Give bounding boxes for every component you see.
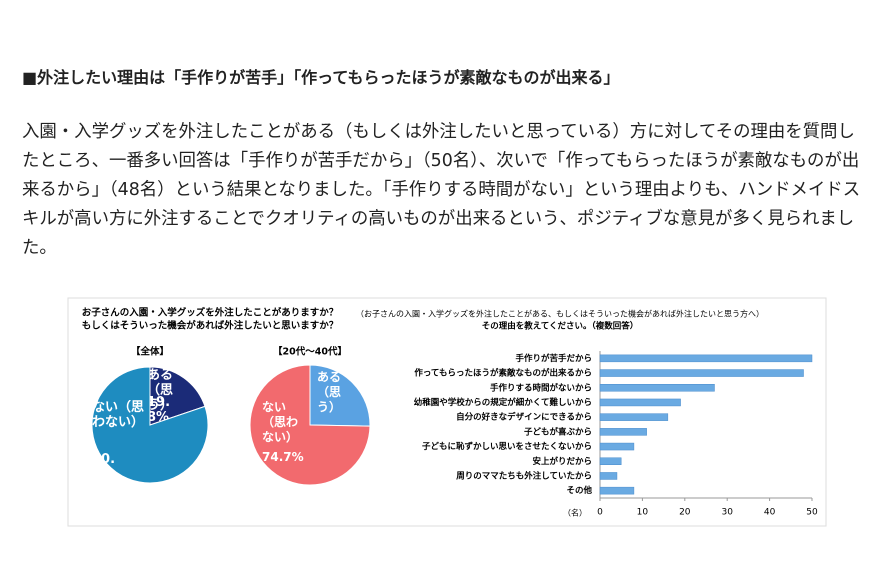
slice-value: 80.2% — [92, 452, 116, 482]
category-label: 周りのママたちも外注していたから — [456, 470, 592, 481]
bar — [599, 428, 647, 436]
bar — [599, 413, 669, 421]
pie-slice — [249, 364, 371, 486]
slice-label-box: ない（思わない） — [92, 400, 144, 430]
pie-slice — [149, 366, 206, 426]
slice-label: ない（思わない） — [262, 400, 299, 444]
slice-label-box: ある（思う） — [317, 370, 342, 414]
slice-value-box: 74.7% — [262, 450, 304, 464]
bar — [599, 457, 622, 465]
slice-value-box: 80.2% — [92, 452, 116, 482]
category-label: 安上がりだから — [532, 456, 592, 467]
pie-title: 【全体】 — [131, 346, 169, 358]
x-tick-label: 10 — [637, 508, 649, 518]
category-label: その他 — [566, 485, 592, 496]
bar — [599, 384, 715, 392]
x-tick-label: 40 — [764, 508, 776, 518]
pie-title: 【20代〜40代】 — [273, 346, 347, 358]
x-tick-label: 30 — [721, 508, 733, 518]
slice-value: 74.7% — [262, 450, 304, 464]
pie-slice — [309, 364, 371, 427]
bar — [599, 486, 635, 495]
figure-title: お子さんの入園・入学グッズを外注したことがありますか？ — [82, 307, 339, 319]
slice-label: ある（思う） — [147, 368, 174, 413]
category-label: 作ってもらったほうが素敵なものが出来るから — [414, 368, 592, 379]
slice-label: ある（思う） — [317, 370, 342, 414]
bar — [599, 354, 813, 363]
bar — [599, 442, 635, 451]
pie-slice — [91, 366, 209, 484]
x-tick-label: 50 — [806, 508, 818, 518]
heading: ■外注したい理由は「手作りが苦手」「作ってもらったほうが素敵なものが出来る」 — [22, 68, 620, 87]
slice-label-box: ない（思わない） — [262, 400, 299, 444]
x-tick-label: 0 — [597, 508, 603, 518]
category-label: 子どもが喜ぶから — [524, 426, 592, 437]
category-label: 手作りする時間がないから — [490, 382, 592, 393]
x-tick-label: 20 — [679, 508, 691, 518]
chart-title: （お子さんの入園・入学グッズを外注したことがある、もしくはそういった機会があれば… — [356, 309, 764, 319]
figure-title: もしくはそういった機会があれば外注したいと思いますか？ — [82, 320, 339, 332]
slice-label: ない（思わない） — [92, 400, 144, 430]
unit-label: （名） — [563, 508, 587, 518]
bar — [599, 369, 804, 377]
category-label: 自分の好きなデザインにできるから — [456, 412, 592, 423]
chart-title: その理由を教えてください。（複数回答） — [482, 321, 639, 332]
category-label: 子どもに恥ずかしい思いをさせたくないから — [422, 441, 592, 452]
category-label: 幼稚園や学校からの規定が細かくて難しいから — [414, 397, 592, 408]
paragraph: 入園・入学グッズを外注したことがある（もしくは外注したいと思っている）方に対して… — [22, 122, 861, 258]
bar — [599, 398, 681, 407]
category-label: 手作りが苦手だから — [515, 353, 592, 364]
bar — [599, 472, 618, 480]
slice-label-box: ある（思う） — [147, 368, 174, 413]
